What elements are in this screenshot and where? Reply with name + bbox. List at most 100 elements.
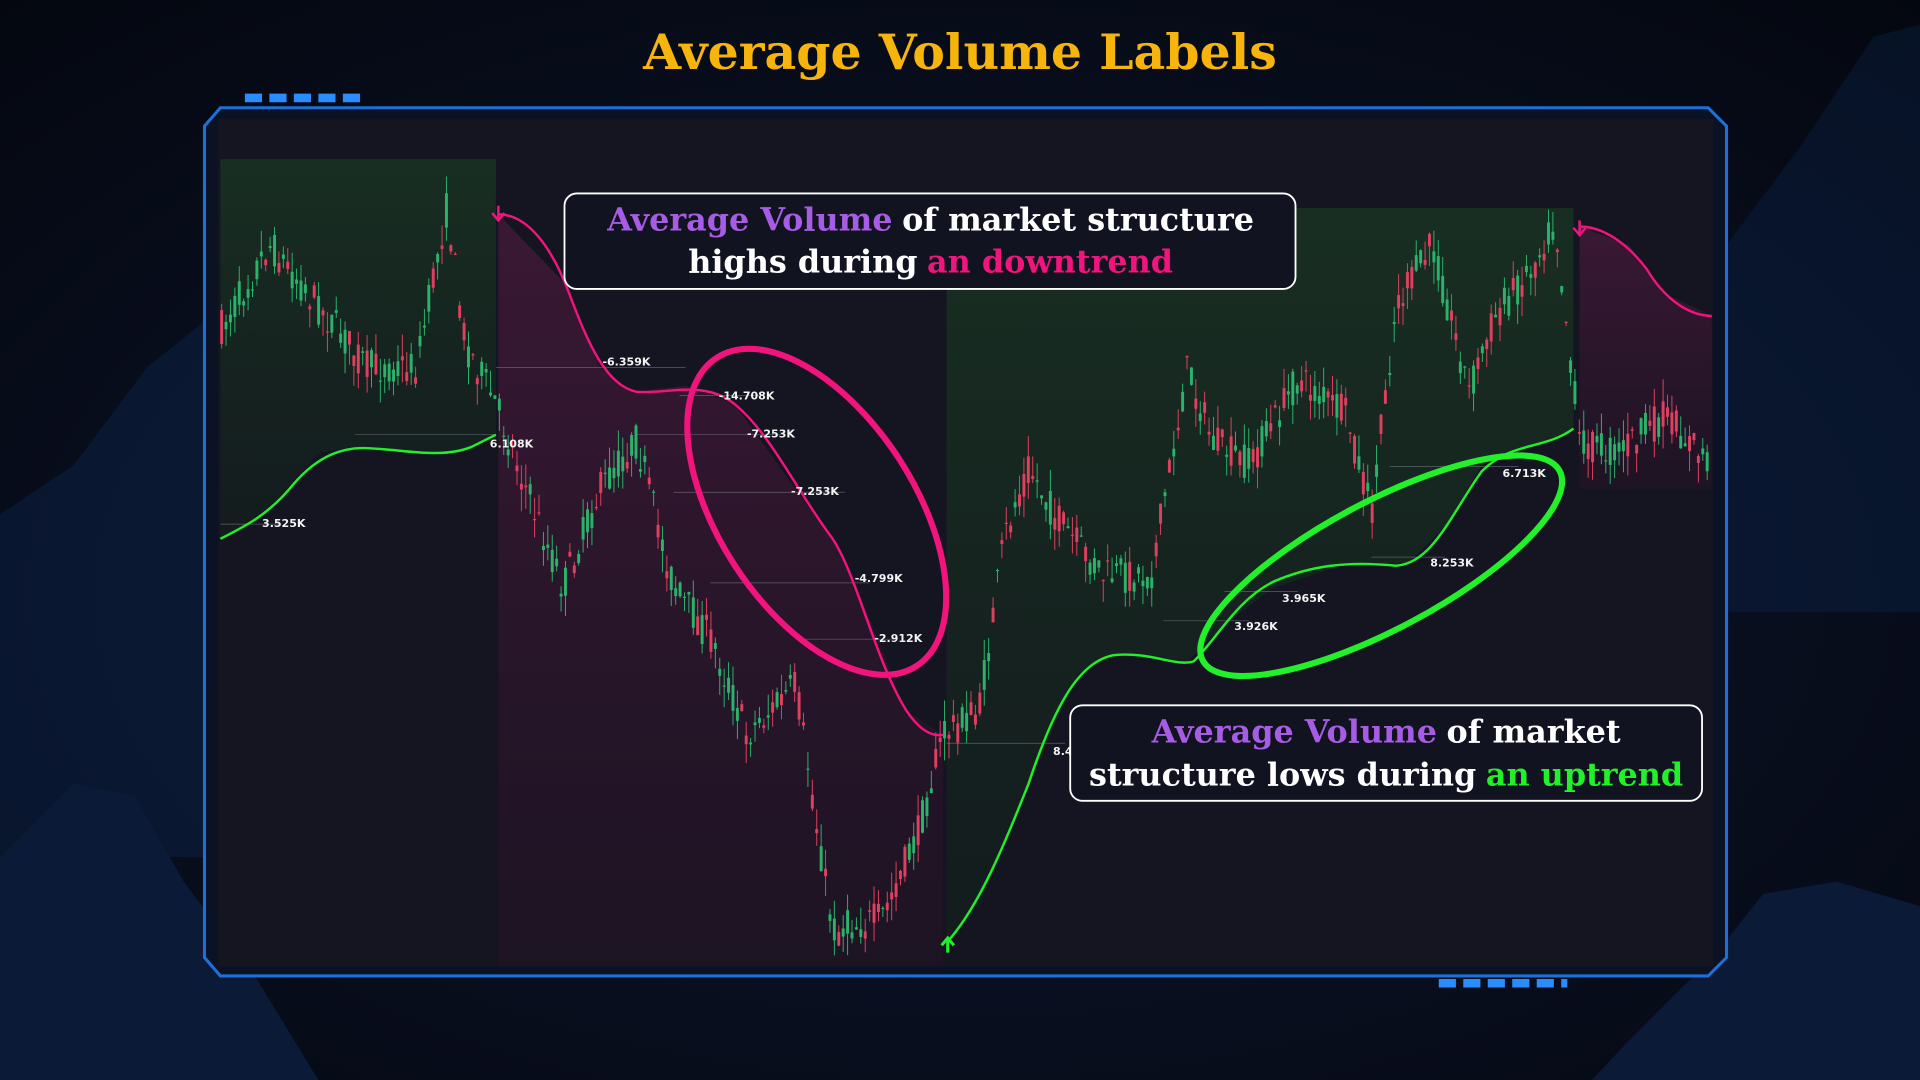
candle-body (1564, 321, 1568, 324)
candle-body (929, 788, 933, 794)
candle-body (652, 491, 656, 493)
candle-body (1189, 367, 1193, 385)
candle-body (1035, 480, 1039, 482)
candle-body (956, 723, 960, 743)
candle-body (1441, 275, 1445, 304)
candle-body (947, 734, 951, 739)
candle-body (449, 245, 453, 252)
candle-body (246, 289, 250, 298)
candle-body (1256, 447, 1260, 468)
candle-body (1031, 476, 1035, 480)
candle-body (766, 715, 770, 718)
candle-body (912, 836, 916, 854)
callouts: Average Volume of market structure highs d… (563, 192, 1703, 802)
candle-body (1229, 436, 1233, 466)
candle-body (1291, 371, 1295, 406)
candle-body (537, 512, 541, 514)
candle-body (1652, 406, 1656, 442)
candle-body (925, 797, 929, 817)
candle-body (405, 372, 409, 382)
candle-body (1428, 233, 1431, 247)
candle-body (559, 593, 563, 597)
bull-zone (946, 208, 1574, 943)
candle-body (374, 353, 378, 375)
bull-silhouette (0, 783, 319, 1080)
candle-body (709, 629, 713, 652)
candle-body (647, 477, 651, 485)
candle-body (436, 253, 440, 263)
candle-body (409, 353, 413, 373)
candle-body (1644, 412, 1647, 435)
candle-body (727, 677, 731, 693)
candle-body (1383, 390, 1387, 404)
candle-body (334, 310, 338, 313)
volume-label: -4.799K (855, 572, 903, 585)
candle-body (608, 467, 612, 489)
candle-body (1591, 432, 1595, 463)
candle-body (1040, 495, 1044, 499)
candle-body (705, 614, 708, 620)
candle-body (1137, 567, 1140, 574)
candle-body (1674, 410, 1678, 432)
candle-body (753, 722, 757, 726)
candle-body (1326, 391, 1330, 398)
candle-body (1613, 444, 1617, 461)
candle-body (1450, 310, 1453, 321)
candle-body (1547, 222, 1550, 245)
candle-body (1070, 534, 1074, 536)
candle-body (1348, 432, 1352, 434)
candle-body (237, 281, 241, 305)
candle-body (1679, 435, 1683, 449)
arrow (1572, 220, 1587, 238)
candle-body (594, 507, 598, 509)
candle-body (303, 284, 307, 294)
callout-segment: structure lows during (1089, 755, 1476, 793)
arrow (940, 935, 956, 953)
candle-body (431, 268, 435, 288)
candle-body (1361, 472, 1365, 495)
candle-body (978, 692, 982, 714)
candle-body (876, 903, 880, 913)
candle-body (1476, 357, 1480, 370)
candle-body (630, 434, 634, 456)
candle-body (1560, 286, 1564, 293)
candle-body (387, 363, 391, 382)
candle-body (1604, 460, 1608, 462)
candle-body (1335, 394, 1339, 418)
candle-body (1388, 372, 1392, 376)
candle-body (1132, 582, 1136, 592)
candle-body (370, 350, 373, 368)
candle-body (872, 903, 876, 923)
candle-body (1586, 443, 1590, 460)
volume-label: 6.108K (490, 437, 534, 450)
candle-body (1278, 420, 1282, 428)
candle-body (427, 284, 431, 312)
candle-body (1538, 255, 1542, 258)
candle-body (1106, 560, 1110, 562)
candle-body (1159, 503, 1163, 524)
candle-body (1044, 502, 1048, 510)
candle-body (277, 262, 281, 273)
candle-body (1339, 393, 1343, 421)
candle-body (943, 720, 947, 739)
candle-body (1511, 277, 1515, 291)
candle-body (251, 289, 254, 291)
candle-body (493, 395, 497, 399)
candle-body (1115, 563, 1118, 567)
candle-body (462, 322, 466, 341)
candle-body (1088, 562, 1092, 575)
candle-body (392, 369, 396, 382)
candle-body (780, 694, 783, 706)
candle-body (1392, 321, 1396, 325)
candle-body (1692, 433, 1696, 441)
candle-body (1004, 522, 1008, 525)
volume-label: -7.253K (791, 485, 839, 498)
candle-body (1062, 512, 1066, 525)
candle-body (1220, 429, 1224, 438)
candle-body (1657, 417, 1661, 437)
candle-body (1300, 380, 1304, 392)
candle-body (1234, 445, 1237, 451)
candle-body (1145, 576, 1149, 589)
candle-body (440, 245, 444, 249)
